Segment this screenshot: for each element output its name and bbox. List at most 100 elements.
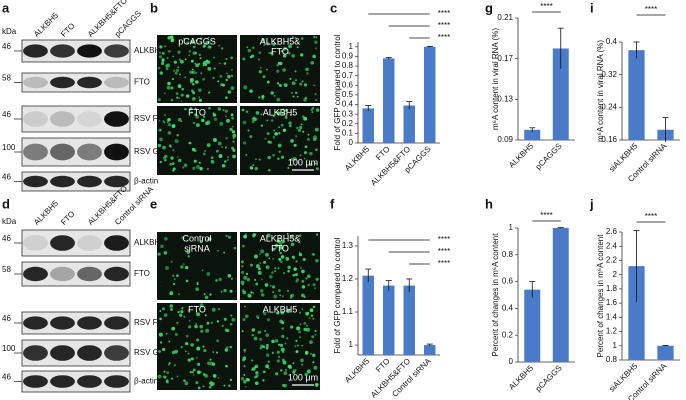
gfp-cell [185, 279, 189, 283]
gfp-cell [249, 263, 254, 267]
gfp-cell [230, 314, 233, 317]
y-axis-label: Percent of changes in m⁶A content [491, 233, 500, 357]
gfp-cell [274, 270, 277, 273]
gfp-cell [198, 53, 202, 57]
gfp-cell [183, 37, 185, 40]
y-tick-label: 0.21 [497, 13, 513, 22]
lane-label: ALKBH5 [32, 198, 60, 226]
gfp-cell [298, 253, 303, 257]
gfp-cell [315, 36, 318, 39]
y-tick-label: 0.7 [342, 71, 354, 80]
gfp-cell [253, 336, 258, 341]
gfp-cell [263, 311, 267, 316]
significance-label: **** [438, 21, 450, 30]
gfp-cell [240, 260, 244, 264]
gfp-cell [314, 329, 317, 332]
gfp-cell [173, 278, 176, 281]
blot-band [104, 266, 129, 282]
gfp-cell [300, 267, 302, 270]
gfp-cell [255, 282, 259, 286]
gfp-cell [226, 118, 230, 123]
gfp-cell [177, 66, 180, 69]
gfp-cell [294, 345, 297, 348]
gfp-cell [282, 271, 286, 275]
gfp-cell [258, 70, 262, 74]
panel-letter: h [485, 196, 493, 211]
gfp-cell [160, 244, 164, 249]
gfp-cell [217, 141, 222, 146]
gfp-cell [230, 74, 234, 78]
gfp-cell [312, 305, 316, 309]
gfp-cell [165, 67, 169, 71]
band-label: β-actin [134, 177, 158, 186]
gfp-cell [241, 270, 245, 274]
gfp-cell [186, 41, 190, 45]
gfp-cell [254, 381, 259, 385]
gfp-cell [288, 121, 292, 125]
gfp-cell [209, 361, 214, 366]
gfp-cell [279, 248, 282, 251]
gfp-cell [265, 333, 270, 338]
gfp-cell [265, 252, 269, 257]
gfp-cell [182, 166, 185, 169]
gfp-cell [177, 84, 182, 88]
gfp-cell [277, 289, 281, 292]
gfp-cell [217, 308, 221, 311]
y-tick-label: 0 [349, 138, 354, 147]
gfp-cell [204, 295, 209, 300]
gfp-cell [231, 125, 234, 128]
gfp-cell [165, 64, 169, 68]
gfp-cell [241, 289, 245, 292]
panel-letter: e [150, 196, 157, 211]
y-tick-label: 2.6 [606, 227, 618, 236]
gfp-cell [175, 92, 179, 95]
gfp-cell [202, 44, 206, 48]
gfp-cell [264, 283, 269, 287]
gfp-cell [233, 246, 237, 250]
gfp-cell [221, 324, 224, 327]
gfp-cell [208, 91, 211, 94]
blot-band [50, 316, 75, 330]
x-tick-label: FTO [374, 145, 392, 163]
gfp-cell [166, 85, 171, 90]
gfp-cell [255, 111, 260, 115]
gfp-cell [300, 123, 303, 126]
gfp-cell [268, 51, 271, 55]
gfp-cell [269, 274, 273, 279]
gfp-cell [179, 313, 183, 317]
gfp-cell [293, 267, 297, 271]
gfp-cell [180, 93, 184, 97]
blot-band [77, 143, 102, 161]
gfp-cell [294, 273, 298, 277]
gfp-cell [301, 115, 305, 118]
gfp-cell [290, 325, 294, 329]
gfp-cell [161, 52, 165, 55]
gfp-cell [307, 274, 311, 278]
y-axis-label: m⁶A content in viral RNA (%) [491, 28, 500, 130]
gfp-cell [231, 69, 233, 71]
gfp-cell [218, 154, 221, 157]
gfp-cell [280, 50, 283, 53]
gfp-cell [185, 342, 189, 346]
gfp-cell [195, 63, 200, 68]
gfp-cell [186, 94, 190, 98]
gfp-cell [299, 323, 302, 326]
blot-band [104, 375, 129, 388]
gfp-cell [245, 154, 248, 156]
gfp-cell [215, 149, 219, 153]
x-tick-label: ALKBH5 [343, 356, 371, 384]
gfp-cell [301, 308, 304, 310]
gfp-cell [225, 115, 227, 118]
gfp-cell [171, 124, 176, 128]
gfp-cell [196, 356, 198, 359]
gfp-cell [299, 154, 302, 157]
gfp-cell [195, 381, 199, 385]
gfp-cell [194, 107, 197, 110]
gfp-cell [289, 124, 292, 128]
gfp-cell [266, 68, 268, 71]
gfp-cell [303, 151, 307, 155]
gfp-cell [290, 242, 295, 247]
y-tick-label: 0.1 [342, 128, 354, 137]
gfp-cell [185, 334, 189, 338]
gfp-cell [315, 108, 320, 112]
